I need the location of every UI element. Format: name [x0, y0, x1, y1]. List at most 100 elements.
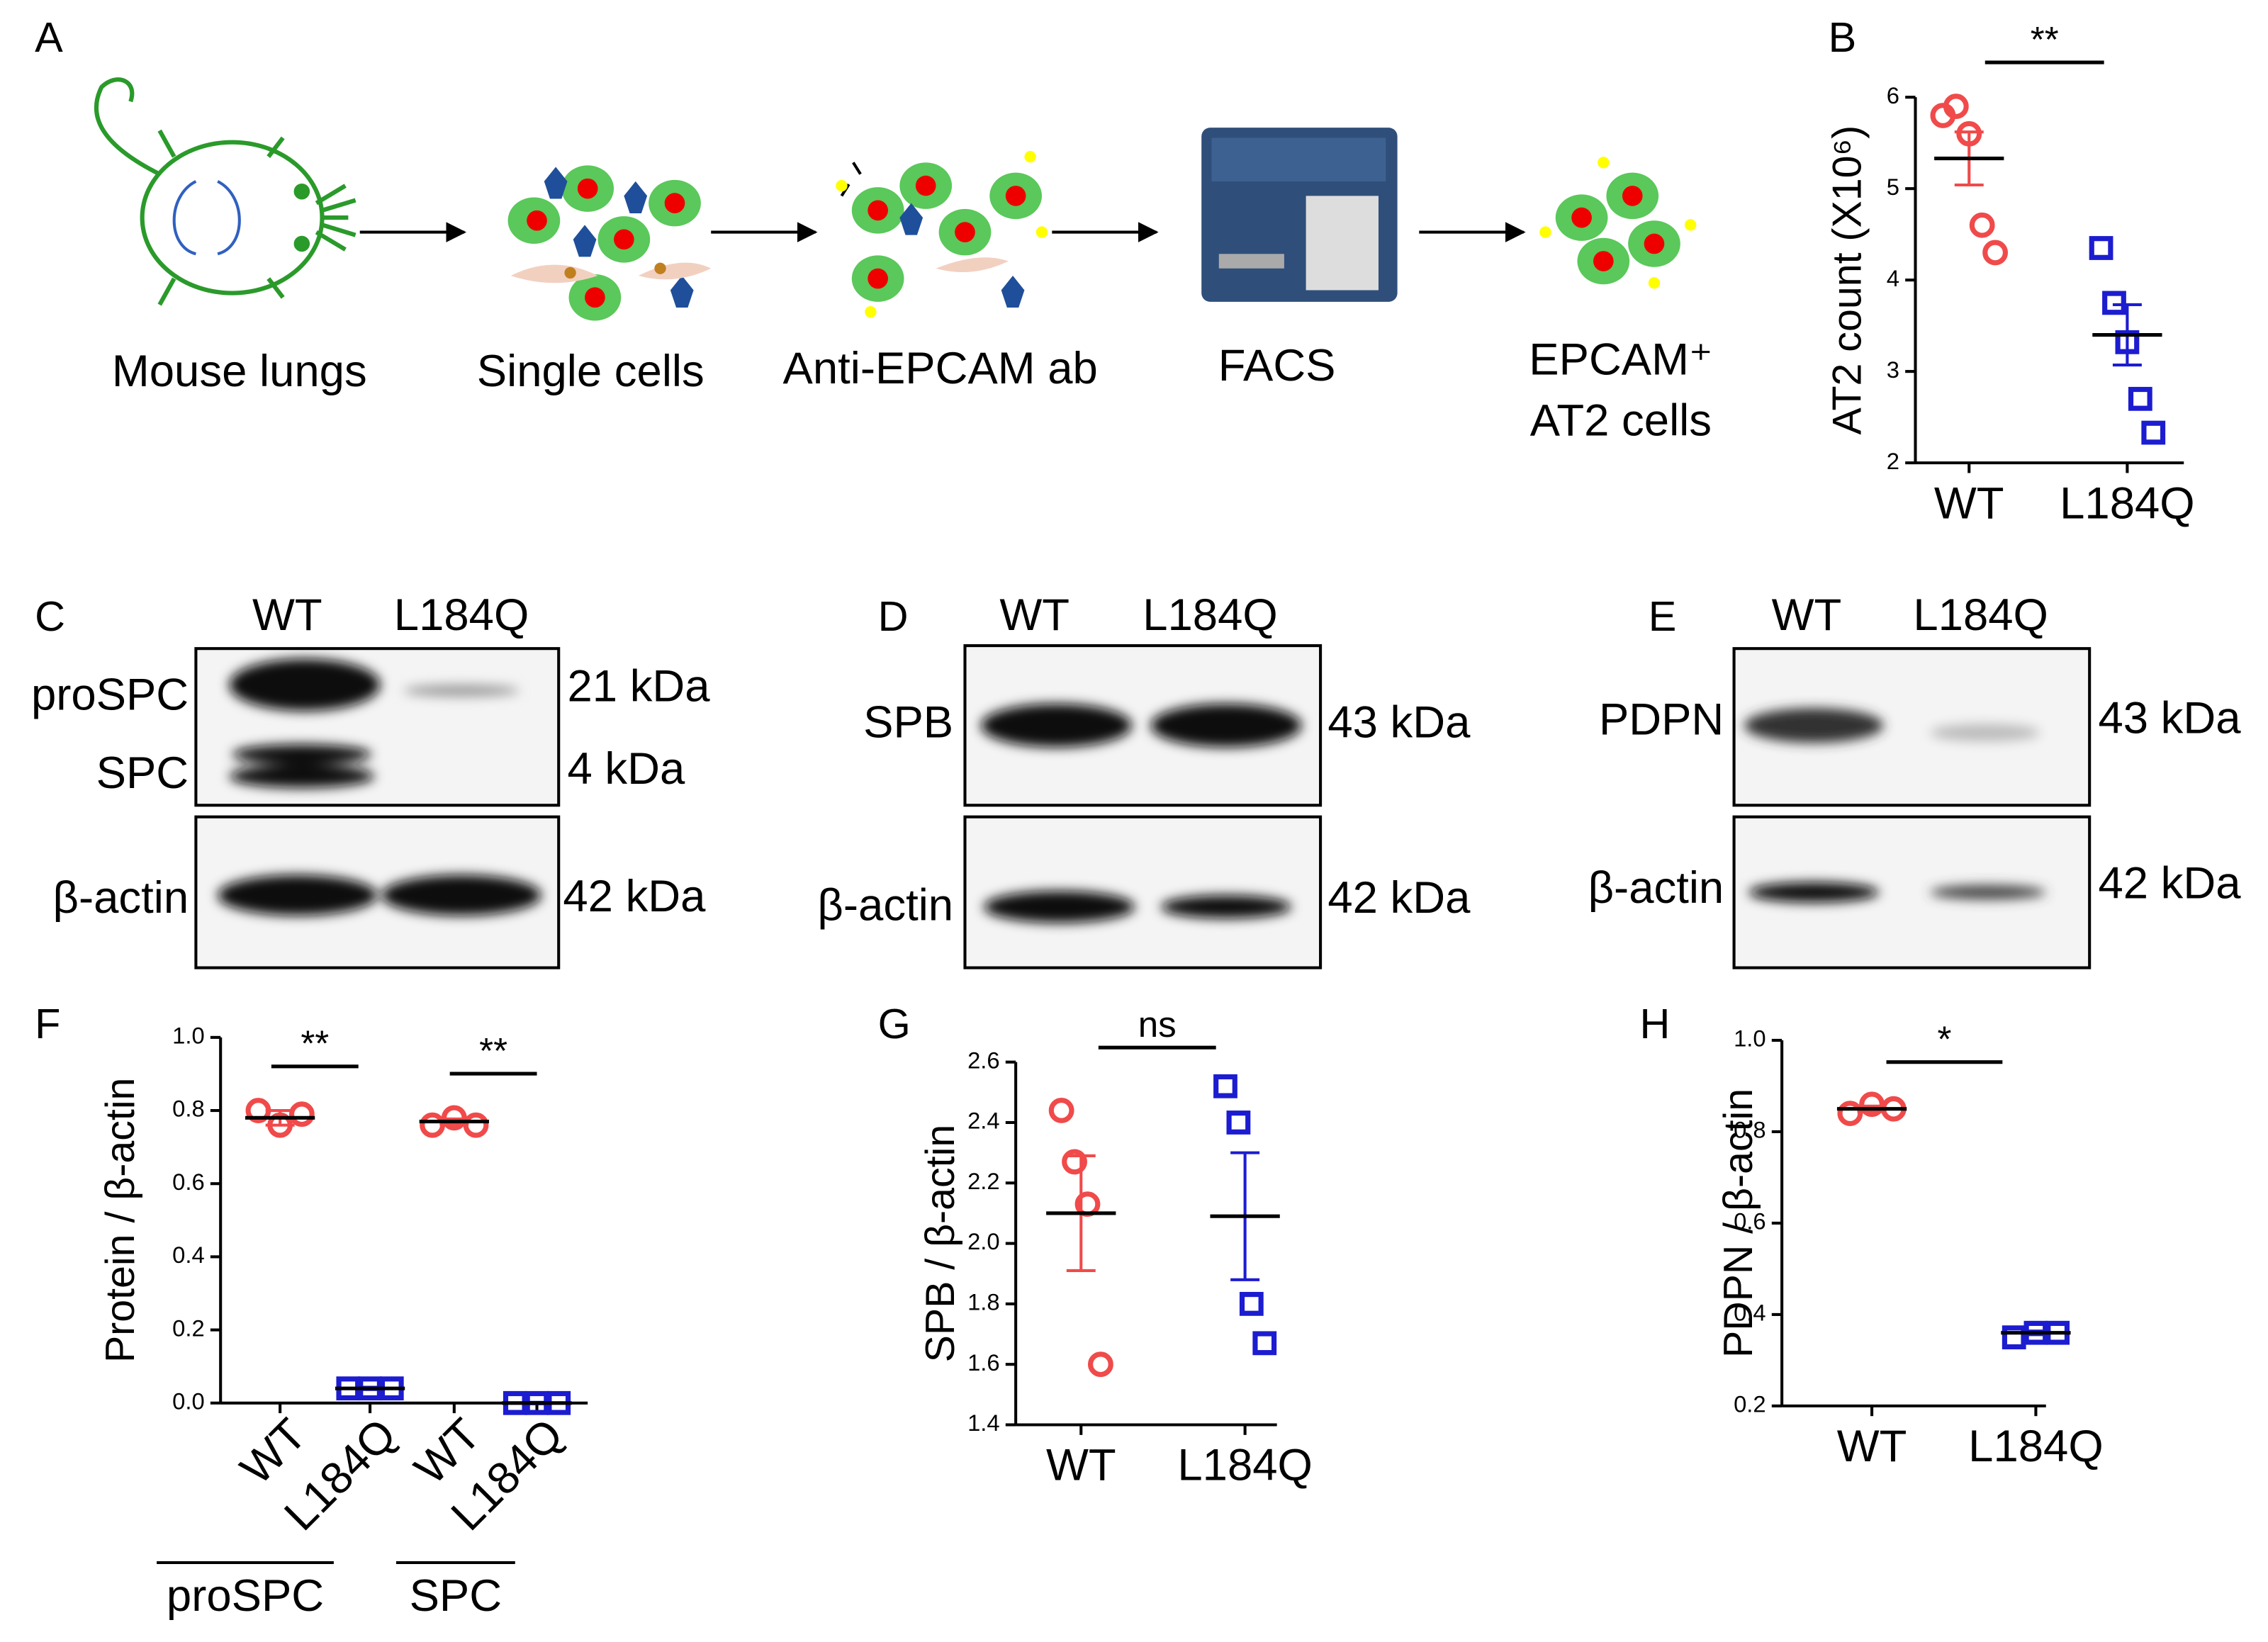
data-point — [2102, 291, 2126, 315]
sorted-cells-drawing-part — [1684, 219, 1697, 231]
panel-labels: A B C D E F G H — [35, 13, 1856, 1047]
blot-d-part — [981, 703, 1302, 923]
data-point — [1252, 1331, 1277, 1356]
protein-label: PDPN — [1599, 695, 1724, 744]
data-point — [288, 1101, 315, 1128]
protein-label: β-actin — [52, 873, 189, 923]
data-point — [2128, 386, 2152, 411]
step-label: Mouse lungs — [112, 347, 367, 396]
cells-drawing-part — [614, 229, 634, 250]
cells-drawing-part — [624, 181, 648, 213]
y-tick-label: 2 — [1887, 448, 1899, 474]
y-tick-label: 0.4 — [172, 1242, 205, 1268]
protein-label: SPC — [96, 748, 189, 798]
y-tick-label: 5 — [1887, 174, 1899, 200]
blot-c-part-part — [403, 685, 520, 697]
data-point — [1982, 240, 2009, 266]
lane-label: WT — [1772, 590, 1842, 640]
blot-e-part — [1744, 708, 2046, 903]
protein-label: proSPC — [31, 670, 189, 720]
panel-label: B — [1829, 13, 1857, 61]
y-tick-label: 2.4 — [967, 1108, 1000, 1134]
blot-d-part-part — [981, 703, 1132, 748]
y-tick-label: 4 — [1887, 265, 1899, 291]
antibody-drawing-part — [865, 305, 877, 318]
blot-c-part-part — [229, 658, 381, 712]
significance-label: * — [1937, 1019, 1951, 1059]
y-tick-label: 1.8 — [967, 1289, 1000, 1315]
step-label: Single cells — [477, 347, 704, 396]
lane-label: L184Q — [1913, 590, 2048, 640]
dot-plot: 0.2 0.4 0.6 0.8 1.0 PDPN / β-actin WT L184Q * — [1716, 1019, 2104, 1472]
step-label: FACS — [1218, 341, 1336, 390]
size-label: 42 kDa — [2098, 859, 2241, 909]
step-label: EPCAM⁺ — [1529, 335, 1712, 385]
mouse-drawing-part — [157, 129, 285, 306]
y-tick-label: 0.8 — [1734, 1117, 1766, 1143]
x-tick-label: L184Q — [2060, 478, 2195, 528]
blot-c — [194, 647, 561, 969]
protein-label: SPB — [863, 697, 953, 747]
size-label: 42 kDa — [1327, 873, 1471, 923]
blot-d-part — [963, 815, 1323, 969]
sorted-cells-drawing-part — [1539, 226, 1551, 238]
blot-e — [1732, 647, 2092, 969]
sorted-cells-drawing-part — [1648, 277, 1661, 289]
cells-drawing-part — [638, 262, 712, 280]
data-point — [1239, 1291, 1264, 1316]
significance-label: ** — [2031, 19, 2059, 60]
dot-plot: 2 3 4 5 6 AT2 count (X10⁶) WT L184Q ** — [1825, 19, 2195, 528]
blot-d-part-part — [1150, 703, 1302, 748]
antibody-drawing-part — [868, 200, 888, 221]
y-tick-label: 1.6 — [967, 1349, 1000, 1376]
y-tick-label: 0.2 — [172, 1315, 205, 1341]
y-tick-label: 0.6 — [1734, 1208, 1766, 1235]
facs-drawing-part — [1211, 137, 1386, 181]
sorted-cells-drawing-part — [1622, 186, 1643, 206]
sorted-cells-drawing-part — [1598, 157, 1610, 169]
y-axis-label: SPB / β-actin — [918, 1125, 963, 1363]
blot-c-part-part — [229, 764, 375, 788]
lane-label: L184Q — [1143, 590, 1278, 640]
data-point — [1969, 212, 1995, 238]
x-tick-label: WT — [1837, 1422, 1907, 1471]
data-point — [2002, 1325, 2026, 1350]
sorted-cells-drawing-part — [1571, 207, 1592, 228]
antibody-drawing-part — [899, 203, 924, 235]
step-label: AT2 cells — [1530, 396, 1712, 446]
size-label: 21 kDa — [568, 661, 711, 711]
cells-drawing-part — [654, 262, 666, 274]
data-point — [1837, 1101, 1863, 1127]
size-label: 42 kDa — [563, 872, 706, 921]
antibody-drawing-part — [1001, 276, 1025, 308]
sorted-cells-drawing-part — [1593, 251, 1614, 271]
y-axis-label: AT2 count (X10⁶) — [1825, 125, 1870, 435]
panel-label: A — [35, 13, 63, 61]
blot-e-part-part — [1744, 708, 1884, 743]
y-tick-label: 0.8 — [172, 1096, 205, 1122]
cells-drawing-part — [664, 193, 685, 213]
cells-drawing-part — [573, 225, 597, 257]
facs-drawing — [1201, 128, 1398, 302]
cells-drawing — [507, 165, 712, 321]
antibody-drawing-part — [1024, 150, 1036, 163]
mouse-drawing-part — [293, 183, 310, 200]
x-tick-label: WT — [1934, 478, 2004, 528]
y-tick-label: 2.6 — [967, 1047, 1000, 1073]
mouse-drawing-part — [94, 77, 161, 176]
antibody-drawing — [836, 150, 1048, 318]
antibody-drawing-part — [936, 257, 1009, 273]
blot-c-part-part — [218, 875, 378, 916]
blot-c-part-part — [381, 875, 541, 916]
mouse-drawing-part — [293, 235, 310, 252]
y-tick-label: 2.2 — [967, 1168, 1000, 1194]
antibody-drawing-part — [955, 222, 975, 242]
size-label: 43 kDa — [1327, 697, 1471, 747]
panel-label: D — [878, 592, 909, 640]
significance-label: ** — [479, 1030, 507, 1071]
cells-drawing-part — [577, 178, 598, 199]
data-point — [1062, 1149, 1087, 1175]
data-point — [1226, 1110, 1251, 1135]
blot-e-part-part — [1929, 884, 2046, 900]
cells-drawing-part — [510, 264, 598, 283]
